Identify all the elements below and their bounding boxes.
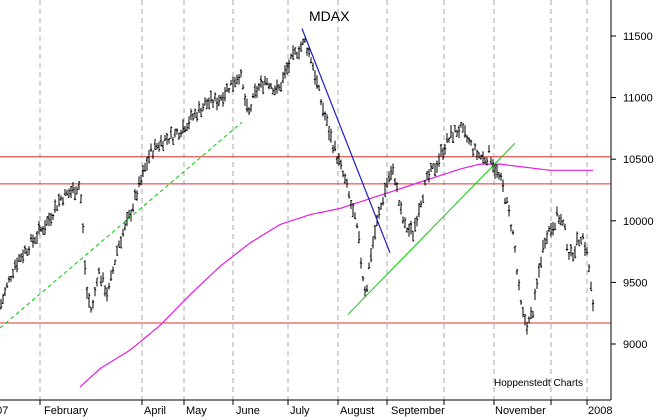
vertical-gridlines [39, 0, 588, 400]
price-bars [0, 37, 595, 335]
uptrend-line [0, 121, 243, 329]
x-tick-label: June [236, 405, 260, 417]
x-tick-label: November [495, 405, 546, 417]
x-tick-label: April [144, 405, 166, 417]
y-tick-label: 9500 [623, 277, 647, 289]
x-tick-label: May [186, 405, 207, 417]
x-tick-label: July [290, 405, 310, 417]
y-tick-label: 10000 [623, 216, 654, 228]
moving-average-polyline [79, 163, 593, 388]
horizontal-level-lines [0, 156, 611, 324]
x-tick-label: 2008 [588, 405, 612, 417]
x-tick-label: 007 [0, 405, 8, 417]
y-tick-label: 9000 [623, 339, 647, 351]
x-tick-label: August [340, 405, 374, 417]
trend-lines [0, 28, 516, 329]
x-tick-label: February [44, 405, 89, 417]
chart-credit: Hoppenstedt Charts [494, 378, 583, 389]
y-axis-ticks: 9000 9500 10000 10500 11000 11500 [611, 31, 654, 351]
y-tick-label: 10500 [623, 154, 654, 166]
x-axis-ticks: 007 February April May June July August Septemb… [0, 400, 612, 417]
y-tick-label: 11000 [623, 93, 653, 105]
x-tick-label: September [391, 405, 445, 417]
uptrend-line [347, 142, 516, 315]
y-tick-label: 11500 [623, 31, 653, 43]
downtrend-line [301, 28, 391, 254]
chart-title: MDAX [309, 8, 350, 24]
moving-average-line [79, 163, 593, 388]
